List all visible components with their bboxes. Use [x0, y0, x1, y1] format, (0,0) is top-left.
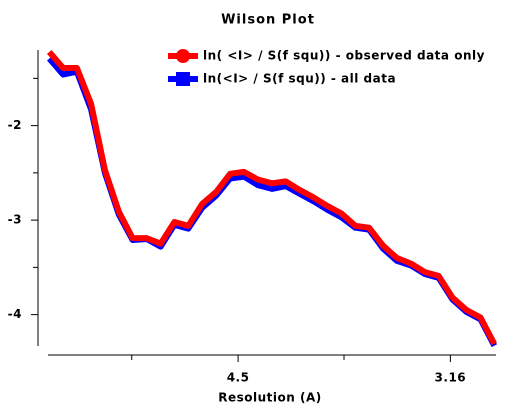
x-tick-label: 4.5 — [227, 371, 250, 385]
legend-label: ln( <I> / S(f squ)) - observed data only — [203, 49, 485, 63]
legend-marker — [176, 72, 190, 86]
x-tick-label: 3.16 — [435, 371, 467, 385]
y-tick-label: -2 — [8, 118, 22, 132]
x-axis-label: Resolution (A) — [218, 391, 322, 405]
y-tick-label: -4 — [8, 307, 22, 321]
y-tick-label: -3 — [8, 213, 22, 227]
legend-marker — [176, 49, 190, 63]
legend-label: ln(<I> / S(f squ)) - all data — [203, 72, 396, 86]
series-line — [47, 49, 497, 346]
chart-title: Wilson Plot — [221, 13, 315, 28]
